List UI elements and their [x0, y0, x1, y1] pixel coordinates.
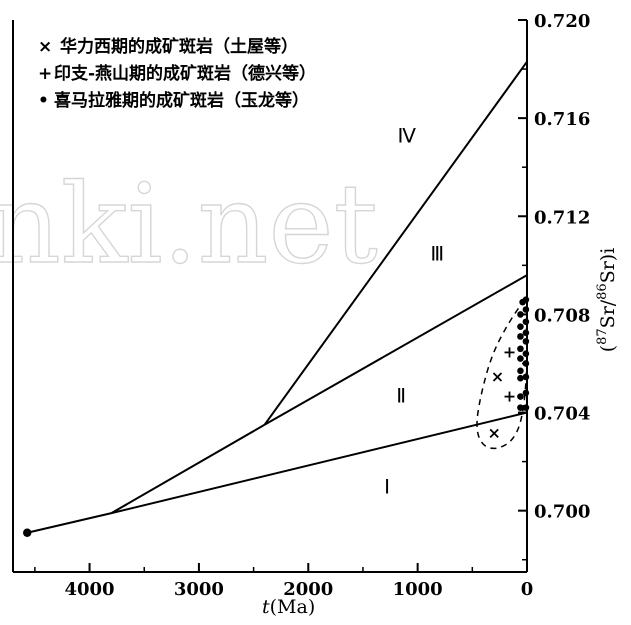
point-himalayan — [522, 389, 530, 397]
legend-marker-cross: × — [38, 37, 52, 57]
evolution-line — [26, 512, 112, 534]
y-tick-label: 0.712 — [534, 207, 590, 228]
point-indosinian-yanshanian — [504, 391, 515, 402]
x-axis-title: t(Ma) — [262, 596, 315, 618]
point-variscan — [489, 428, 499, 439]
watermark-text: nki.net — [0, 160, 378, 288]
point-himalayan — [522, 306, 530, 313]
axes: 4000 3000 2000 1000 0 0.700 0.704 0.708 0.712 0.7… — [12, 11, 590, 600]
legend-label-variscan: 华力西期的成矿斑岩（土屋等） — [60, 36, 298, 57]
evolution-line — [111, 411, 528, 515]
y-tick-label: 0.704 — [534, 404, 590, 425]
point-himalayan — [522, 350, 530, 357]
legend-marker-plus: + — [38, 64, 52, 84]
point-himalayan — [517, 311, 524, 318]
data-points — [23, 296, 530, 537]
x-tick-label: 3000 — [174, 579, 224, 600]
field-outline — [476, 299, 528, 450]
point-himalayan — [517, 367, 524, 375]
point-himalayan — [517, 333, 524, 340]
point-himalayan — [522, 296, 530, 303]
region-label: Ⅲ — [430, 243, 444, 265]
point-indosinian-yanshanian — [504, 347, 515, 358]
evolution-lines — [26, 61, 528, 534]
y-tick-label: 0.700 — [534, 502, 590, 523]
region-label: Ⅰ — [384, 476, 390, 498]
legend-label-indosinian-yanshanian: 印支-燕山期的成矿斑岩（德兴等） — [54, 63, 316, 84]
y-axis-title: (87Sr/86Sr)i — [595, 248, 619, 353]
region-labels: Ⅳ Ⅲ Ⅱ Ⅰ — [384, 126, 444, 499]
region-label: Ⅱ — [396, 386, 406, 408]
legend-label-himalayan: 喜马拉雅期的成矿斑岩（玉龙等） — [54, 90, 309, 111]
point-himalayan — [517, 323, 524, 330]
evolution-line — [264, 274, 528, 426]
point-himalayan — [522, 318, 530, 326]
dashed-field-outline — [476, 299, 528, 450]
point-himalayan — [517, 355, 524, 362]
point-variscan — [492, 372, 503, 382]
start-point — [23, 528, 32, 537]
legend: × 华力西期的成矿斑岩（土屋等） + 印支-燕山期的成矿斑岩（德兴等） • 喜马… — [38, 36, 316, 111]
y-tick-label: 0.708 — [534, 305, 590, 326]
y-tick-label: 0.716 — [534, 109, 590, 130]
point-himalayan — [522, 360, 530, 367]
x-tick-label: 2000 — [283, 579, 333, 600]
point-himalayan — [517, 404, 524, 411]
legend-marker-dot: • — [38, 91, 49, 111]
point-himalayan — [522, 329, 530, 337]
point-himalayan — [517, 345, 524, 353]
point-himalayan — [517, 393, 524, 400]
x-tick-label: 0 — [521, 579, 534, 600]
x-tick-label: 1000 — [393, 579, 443, 600]
evolution-line — [110, 423, 266, 514]
evolution-line — [263, 61, 528, 426]
y-tick-label: 0.720 — [534, 11, 590, 32]
point-himalayan — [522, 404, 530, 411]
point-himalayan — [517, 374, 524, 382]
x-tick-label: 4000 — [64, 579, 114, 600]
point-himalayan — [522, 338, 530, 345]
point-himalayan — [522, 373, 530, 381]
region-label: Ⅳ — [397, 126, 416, 148]
